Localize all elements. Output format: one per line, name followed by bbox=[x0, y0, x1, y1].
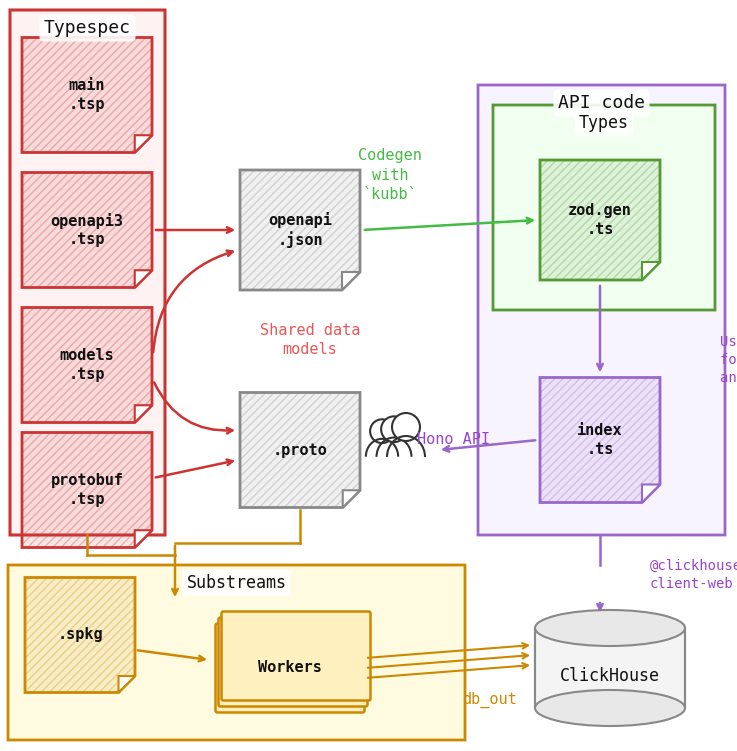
FancyBboxPatch shape bbox=[222, 611, 371, 701]
Text: Typespec: Typespec bbox=[44, 19, 131, 37]
FancyBboxPatch shape bbox=[478, 85, 725, 535]
Polygon shape bbox=[119, 676, 135, 692]
Text: Codegen
with
`kubb`: Codegen with `kubb` bbox=[358, 148, 422, 202]
Text: Types: Types bbox=[579, 114, 629, 132]
Polygon shape bbox=[342, 272, 360, 290]
Polygon shape bbox=[642, 262, 660, 280]
FancyBboxPatch shape bbox=[218, 617, 368, 707]
Text: ClickHouse: ClickHouse bbox=[560, 667, 660, 685]
Text: db_out: db_out bbox=[463, 692, 517, 708]
Text: protobuf
.tsp: protobuf .tsp bbox=[51, 473, 124, 507]
Text: index
.ts: index .ts bbox=[577, 424, 623, 457]
Text: Use codegen
for endpoints
and validation: Use codegen for endpoints and validation bbox=[720, 335, 737, 385]
Circle shape bbox=[370, 419, 394, 443]
Text: Shared data
models: Shared data models bbox=[260, 323, 360, 357]
Text: openapi
.json: openapi .json bbox=[268, 212, 332, 249]
Polygon shape bbox=[22, 38, 152, 152]
Polygon shape bbox=[135, 135, 152, 152]
Text: main
.tsp: main .tsp bbox=[69, 78, 105, 112]
Text: @clickhouse/
client-web: @clickhouse/ client-web bbox=[650, 559, 737, 591]
Polygon shape bbox=[240, 393, 360, 508]
Polygon shape bbox=[642, 484, 660, 502]
FancyBboxPatch shape bbox=[10, 10, 165, 535]
Polygon shape bbox=[22, 433, 152, 547]
Text: zod.gen
.ts: zod.gen .ts bbox=[568, 204, 632, 237]
Text: Workers: Workers bbox=[258, 660, 322, 675]
Polygon shape bbox=[25, 578, 135, 692]
Polygon shape bbox=[343, 490, 360, 508]
Text: models
.tsp: models .tsp bbox=[60, 348, 114, 382]
Text: .proto: .proto bbox=[273, 442, 327, 457]
FancyBboxPatch shape bbox=[493, 105, 715, 310]
Polygon shape bbox=[135, 406, 152, 423]
Text: Hono API: Hono API bbox=[417, 433, 490, 448]
Text: Substreams: Substreams bbox=[186, 574, 287, 592]
Text: API code: API code bbox=[558, 94, 645, 112]
Text: openapi3
.tsp: openapi3 .tsp bbox=[51, 213, 124, 247]
FancyBboxPatch shape bbox=[8, 565, 465, 740]
Polygon shape bbox=[540, 378, 660, 502]
Ellipse shape bbox=[535, 690, 685, 726]
FancyBboxPatch shape bbox=[215, 623, 365, 713]
Ellipse shape bbox=[535, 610, 685, 646]
Circle shape bbox=[392, 413, 420, 441]
FancyBboxPatch shape bbox=[535, 628, 685, 708]
Polygon shape bbox=[540, 160, 660, 280]
Polygon shape bbox=[22, 173, 152, 288]
Polygon shape bbox=[240, 170, 360, 290]
Polygon shape bbox=[22, 307, 152, 423]
Polygon shape bbox=[135, 530, 152, 547]
Text: .spkg: .spkg bbox=[57, 628, 103, 643]
Polygon shape bbox=[135, 270, 152, 288]
Circle shape bbox=[381, 416, 407, 442]
